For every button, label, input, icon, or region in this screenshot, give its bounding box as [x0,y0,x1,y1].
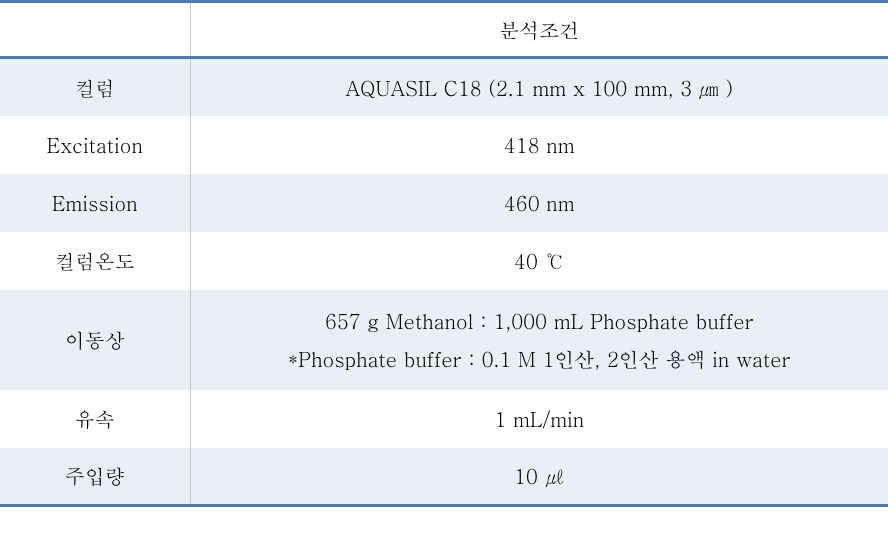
table-row: 컬럼온도40 ℃ [0,232,888,290]
row-value-cell: 10 ㎕ [190,448,888,506]
row-value-cell: 657 g Methanol : 1,000 mL Phosphate buff… [190,290,888,390]
row-value-cell: 460 nm [190,174,888,232]
row-value-cell: 1 mL/min [190,390,888,448]
header-right-cell: 분석조건 [190,2,888,58]
row-label-cell: 주입량 [0,448,190,506]
row-label-cell: 이동상 [0,290,190,390]
table-body: 분석조건 컬럼AQUASIL C18 (2.1 mm x 100 mm, 3 ㎛… [0,2,888,506]
row-label-cell: 유속 [0,390,190,448]
table-row: 이동상 657 g Methanol : 1,000 mL Phosphate b… [0,290,888,390]
row-value-cell: AQUASIL C18 (2.1 mm x 100 mm, 3 ㎛ ) [190,58,888,116]
value-line: *Phosphate buffer : 0.1 M 1인산, 2인산 용액 in… [288,344,790,373]
row-value-cell: 40 ℃ [190,232,888,290]
table-header-row: 분석조건 [0,2,888,58]
table-row: 컬럼AQUASIL C18 (2.1 mm x 100 mm, 3 ㎛ ) [0,58,888,116]
table-row: 유속1 mL/min [0,390,888,448]
conditions-table: 분석조건 컬럼AQUASIL C18 (2.1 mm x 100 mm, 3 ㎛… [0,0,888,507]
value-line: 657 g Methanol : 1,000 mL Phosphate buff… [325,306,754,335]
row-label-cell: Excitation [0,116,190,174]
table-row: Emission460 nm [0,174,888,232]
table-row: 주입량10 ㎕ [0,448,888,506]
row-value-cell: 418 nm [190,116,888,174]
analysis-conditions-table: 분석조건 컬럼AQUASIL C18 (2.1 mm x 100 mm, 3 ㎛… [0,0,888,507]
header-left-cell [0,2,190,58]
row-label-cell: 컬럼 [0,58,190,116]
row-label-cell: Emission [0,174,190,232]
table-row: Excitation418 nm [0,116,888,174]
row-label-cell: 컬럼온도 [0,232,190,290]
